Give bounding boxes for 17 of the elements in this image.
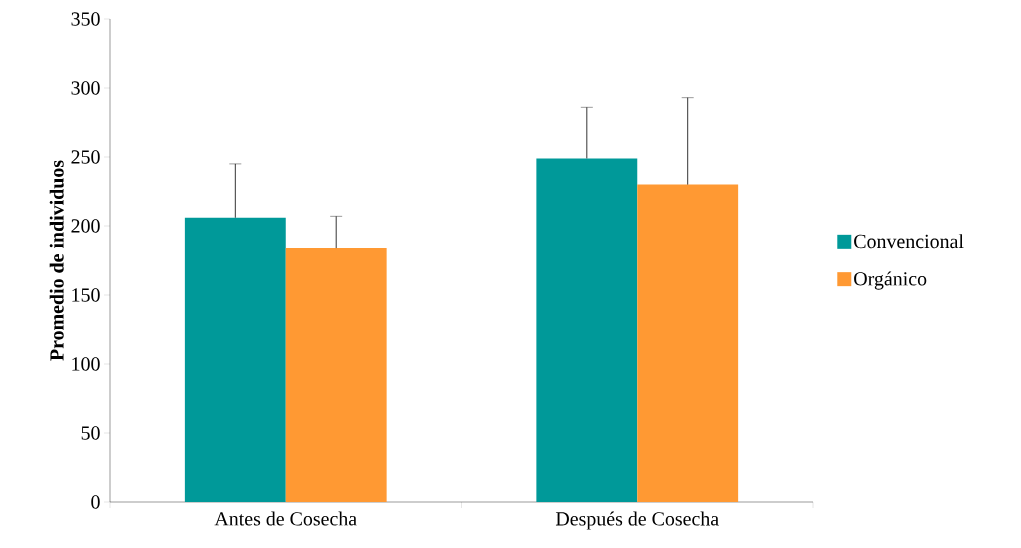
- y-tick-label: 250: [71, 150, 100, 164]
- bar: [184, 217, 286, 502]
- legend-label: Convencional: [854, 234, 964, 249]
- bar: [285, 248, 387, 502]
- y-tick-label: 200: [71, 219, 100, 233]
- bar: [536, 158, 638, 502]
- y-tick-label: 50: [81, 426, 100, 440]
- y-tick-label: 150: [72, 288, 100, 302]
- y-axis-title: Promedio de individuos: [49, 160, 64, 361]
- y-tick-label: 350: [71, 12, 100, 26]
- y-tick-label: 100: [72, 357, 100, 371]
- bar: [637, 184, 739, 502]
- y-tick-label: 0: [91, 495, 100, 509]
- x-tick-label: Después de Cosecha: [555, 511, 719, 530]
- x-tick-label: Antes de Cosecha: [214, 511, 357, 526]
- y-tick-label: 300: [71, 81, 100, 95]
- legend-label: Orgánico: [854, 271, 927, 290]
